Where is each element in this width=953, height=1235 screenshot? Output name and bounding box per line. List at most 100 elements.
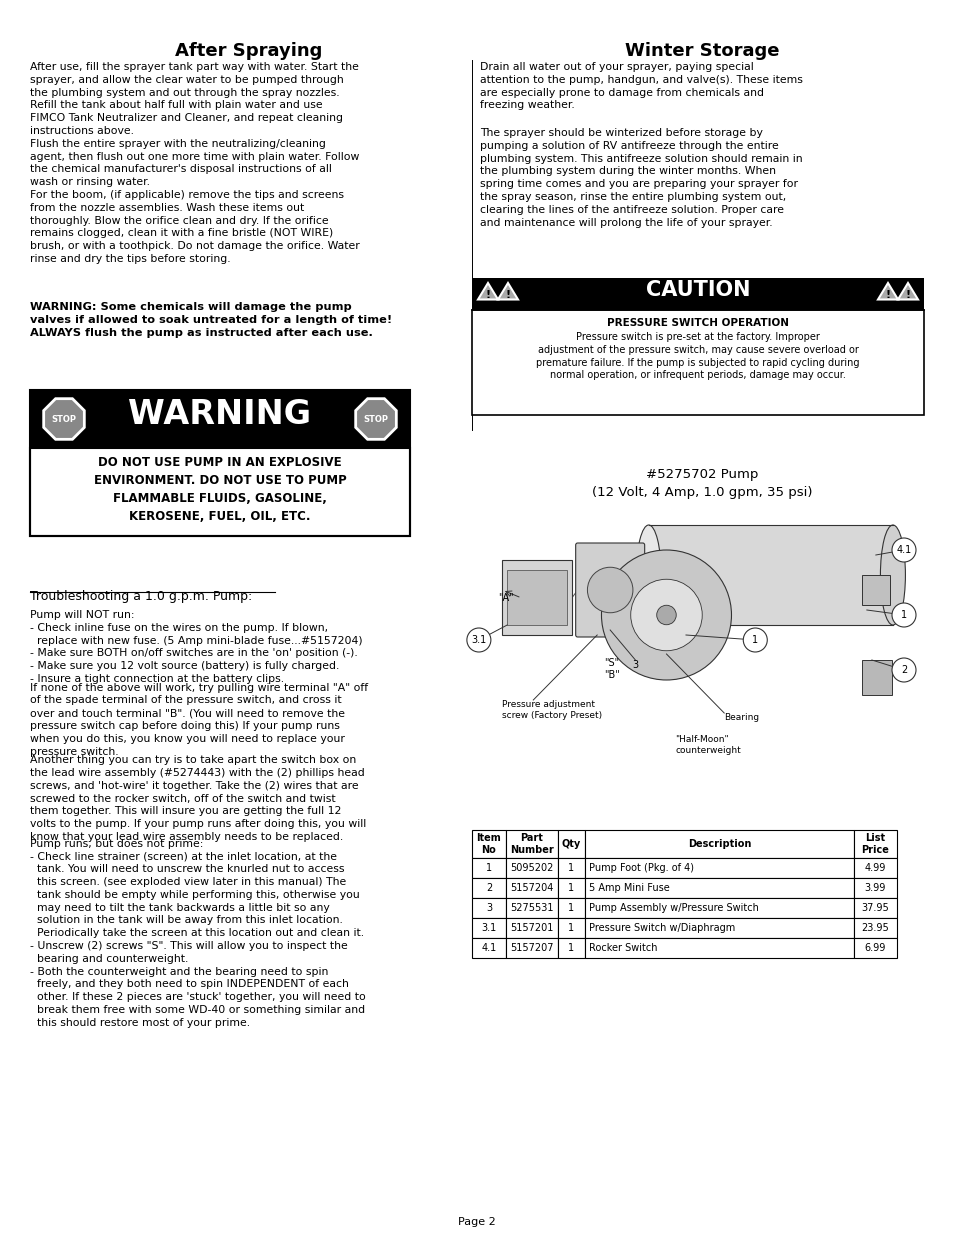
Bar — [853, 858, 896, 878]
Text: 1: 1 — [485, 863, 492, 873]
Text: Pressure Switch w/Diaphragm: Pressure Switch w/Diaphragm — [588, 923, 735, 932]
Bar — [505, 878, 558, 898]
Text: DO NOT USE PUMP IN AN EXPLOSIVE: DO NOT USE PUMP IN AN EXPLOSIVE — [98, 456, 341, 469]
Text: Description: Description — [687, 839, 750, 848]
Text: 3.99: 3.99 — [863, 883, 885, 893]
Text: 4.1: 4.1 — [896, 545, 911, 555]
Text: The sprayer should be winterized before storage by
pumping a solution of RV anti: The sprayer should be winterized before … — [479, 128, 801, 227]
Bar — [584, 858, 853, 878]
Bar — [584, 939, 853, 958]
Text: After use, fill the sprayer tank part way with water. Start the
sprayer, and all: After use, fill the sprayer tank part wa… — [30, 62, 359, 264]
Circle shape — [891, 603, 915, 627]
Text: Troubleshooting a 1.0 g.p.m. Pump:: Troubleshooting a 1.0 g.p.m. Pump: — [30, 590, 252, 603]
Bar — [30, 390, 410, 536]
Bar — [472, 858, 505, 878]
Bar — [472, 898, 505, 918]
Ellipse shape — [880, 525, 904, 625]
Bar — [472, 878, 505, 898]
Text: Pump will NOT run:
- Check inline fuse on the wires on the pump. If blown,
  rep: Pump will NOT run: - Check inline fuse o… — [30, 610, 362, 684]
Text: Part
Number: Part Number — [510, 834, 553, 855]
Text: 5095202: 5095202 — [510, 863, 553, 873]
Text: !: ! — [505, 289, 510, 300]
Circle shape — [466, 629, 491, 652]
Text: 4.1: 4.1 — [481, 944, 497, 953]
Text: Rocker Switch: Rocker Switch — [588, 944, 657, 953]
Bar — [472, 278, 923, 310]
Text: Item
No: Item No — [476, 834, 500, 855]
Circle shape — [742, 629, 766, 652]
Text: Pressure adjustment
screw (Factory Preset): Pressure adjustment screw (Factory Prese… — [501, 700, 601, 720]
Bar — [558, 918, 584, 939]
Circle shape — [891, 658, 915, 682]
FancyBboxPatch shape — [575, 543, 644, 637]
Text: Bearing: Bearing — [723, 713, 759, 722]
Text: Another thing you can try is to take apart the switch box on
the lead wire assem: Another thing you can try is to take apa… — [30, 755, 366, 842]
Ellipse shape — [636, 525, 660, 625]
Bar — [30, 390, 410, 448]
Text: 3.1: 3.1 — [471, 635, 486, 645]
Text: 5275531: 5275531 — [510, 903, 553, 913]
Text: 1: 1 — [568, 883, 574, 893]
Bar — [584, 918, 853, 939]
Bar — [861, 576, 889, 605]
Text: (12 Volt, 4 Amp, 1.0 gpm, 35 psi): (12 Volt, 4 Amp, 1.0 gpm, 35 psi) — [591, 487, 811, 499]
Text: 3.1: 3.1 — [481, 923, 497, 932]
Polygon shape — [897, 283, 917, 300]
Text: 5157207: 5157207 — [510, 944, 553, 953]
Circle shape — [891, 538, 915, 562]
Bar — [505, 830, 558, 858]
Text: 6.99: 6.99 — [863, 944, 885, 953]
Text: STOP: STOP — [51, 415, 76, 424]
Text: Qty: Qty — [561, 839, 580, 848]
Bar — [853, 830, 896, 858]
Bar — [30, 448, 410, 536]
Bar — [505, 939, 558, 958]
Text: CAUTION: CAUTION — [645, 280, 749, 300]
Text: "A": "A" — [497, 593, 513, 603]
Text: Page 2: Page 2 — [457, 1216, 496, 1228]
Bar — [472, 830, 505, 858]
Text: 5157204: 5157204 — [510, 883, 553, 893]
Circle shape — [630, 579, 701, 651]
Text: 1: 1 — [568, 903, 574, 913]
Text: "Half-Moon"
counterweight: "Half-Moon" counterweight — [675, 735, 740, 755]
Bar — [558, 898, 584, 918]
Bar — [505, 858, 558, 878]
Text: !: ! — [485, 289, 490, 300]
Text: PRESSURE SWITCH OPERATION: PRESSURE SWITCH OPERATION — [606, 317, 788, 329]
Text: !: ! — [904, 289, 909, 300]
Polygon shape — [355, 399, 395, 440]
Bar — [584, 830, 853, 858]
Text: 3: 3 — [485, 903, 492, 913]
Circle shape — [656, 605, 676, 625]
Text: 1: 1 — [568, 863, 574, 873]
Text: 3: 3 — [632, 659, 638, 671]
Bar — [472, 918, 505, 939]
Text: Pump Foot (Pkg. of 4): Pump Foot (Pkg. of 4) — [588, 863, 693, 873]
Text: 2: 2 — [485, 883, 492, 893]
Polygon shape — [497, 283, 517, 300]
Text: 5157201: 5157201 — [510, 923, 553, 932]
Bar — [558, 830, 584, 858]
Bar — [558, 858, 584, 878]
Text: #5275702 Pump: #5275702 Pump — [645, 468, 758, 480]
Bar — [505, 898, 558, 918]
Circle shape — [600, 550, 731, 680]
Text: 1: 1 — [900, 610, 906, 620]
Text: Pump runs, but does not prime:
- Check line strainer (screen) at the inlet locat: Pump runs, but does not prime: - Check l… — [30, 839, 365, 1028]
Text: 4.99: 4.99 — [863, 863, 885, 873]
Text: 1: 1 — [751, 635, 758, 645]
Text: !: ! — [884, 289, 890, 300]
Text: WARNING: WARNING — [129, 398, 312, 431]
Text: 2: 2 — [900, 664, 906, 676]
Bar — [558, 878, 584, 898]
Text: 23.95: 23.95 — [861, 923, 888, 932]
Bar — [853, 918, 896, 939]
Text: STOP: STOP — [363, 415, 388, 424]
Bar — [853, 898, 896, 918]
Polygon shape — [877, 283, 897, 300]
Text: Drain all water out of your sprayer, paying special
attention to the pump, handg: Drain all water out of your sprayer, pay… — [479, 62, 802, 110]
Bar — [507, 571, 567, 625]
Text: After Spraying: After Spraying — [174, 42, 322, 61]
Bar — [853, 939, 896, 958]
